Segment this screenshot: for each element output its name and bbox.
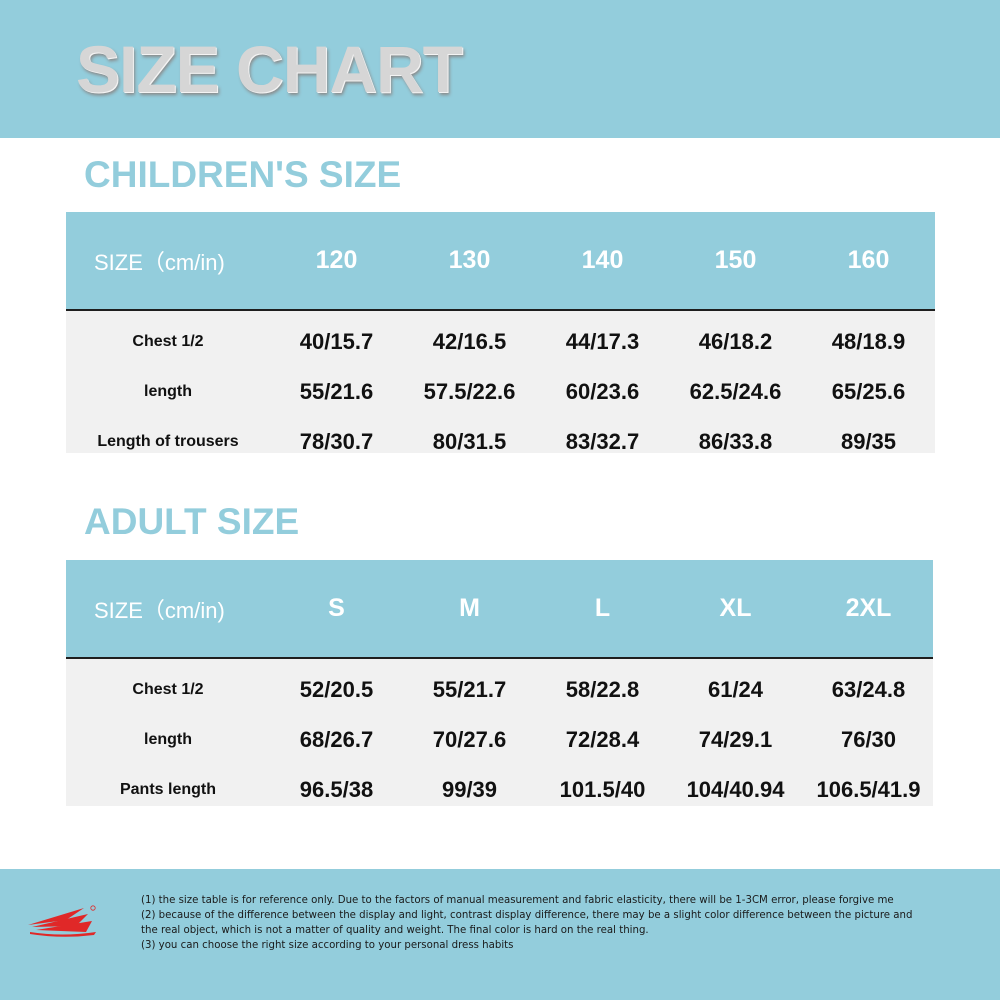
table-cell: 62.5/24.6 — [689, 379, 782, 404]
table-cell: 106.5/41.9 — [816, 777, 921, 802]
table-cell: 72/28.4 — [565, 727, 640, 752]
table-cell: 63/24.8 — [831, 677, 906, 702]
table-cell: 44/17.3 — [565, 329, 640, 354]
top-banner — [0, 0, 1000, 138]
table-cell: 40/15.7 — [299, 329, 374, 354]
size-column-header: 120 — [315, 246, 358, 274]
table-row: length 68/26.7 70/27.6 72/28.4 74/29.1 7… — [66, 715, 933, 765]
adult-table-body: Chest 1/2 52/20.5 55/21.7 58/22.8 61/24 … — [66, 659, 933, 806]
table-cell: 55/21.7 — [432, 677, 507, 702]
children-size-table: SIZE（cm/in) 120 130 140 150 160 Chest 1/… — [66, 212, 935, 454]
size-column-header: 160 — [847, 246, 890, 274]
table-cell: 101.5/40 — [559, 777, 646, 802]
size-column-header: 2XL — [845, 594, 892, 622]
size-column-header: XL — [719, 594, 752, 622]
note-line: (3) you can choose the right size accord… — [141, 940, 514, 951]
table-cell: 83/32.7 — [565, 429, 640, 454]
size-column-header: L — [594, 594, 611, 622]
row-label: Length of trousers — [97, 433, 239, 450]
size-column-header: 150 — [714, 246, 757, 274]
children-section-title: CHILDREN'S SIZE — [84, 154, 402, 195]
note-line: (1) the size table is for reference only… — [141, 895, 894, 906]
footer-banner — [0, 869, 1000, 1000]
table-cell: 60/23.6 — [565, 379, 640, 404]
table-cell: 74/29.1 — [698, 727, 773, 752]
table-cell: 96.5/38 — [299, 777, 374, 802]
red-wing-logo-icon — [28, 905, 96, 937]
page-title: SIZE CHART — [76, 32, 463, 106]
adult-section-title: ADULT SIZE — [84, 501, 300, 542]
size-column-header: 130 — [448, 246, 491, 274]
size-column-header: S — [328, 594, 345, 622]
table-cell: 80/31.5 — [432, 429, 507, 454]
table-cell: 76/30 — [840, 727, 897, 752]
table-cell: 61/24 — [707, 677, 764, 702]
row-label: Pants length — [119, 781, 216, 798]
table-cell: 57.5/22.6 — [423, 379, 516, 404]
table-row: Pants length 96.5/38 99/39 101.5/40 104/… — [66, 765, 933, 815]
table-cell: 58/22.8 — [565, 677, 640, 702]
table-cell: 104/40.94 — [686, 777, 785, 802]
table-cell: 46/18.2 — [698, 329, 773, 354]
row-label: length — [144, 383, 192, 400]
size-unit-label: SIZE（cm/in) — [94, 249, 225, 275]
footer-notes: (1) the size table is for reference only… — [141, 893, 961, 953]
table-cell: 48/18.9 — [831, 329, 906, 354]
size-unit-label: SIZE（cm/in) — [94, 597, 225, 623]
table-cell: 86/33.8 — [698, 429, 773, 454]
children-table-header: SIZE（cm/in) 120 130 140 150 160 — [66, 212, 935, 311]
size-column-header: M — [459, 594, 480, 622]
table-cell: 65/25.6 — [831, 379, 906, 404]
table-cell: 78/30.7 — [299, 429, 374, 454]
table-cell: 52/20.5 — [299, 677, 374, 702]
table-cell: 70/27.6 — [432, 727, 507, 752]
children-table-body: Chest 1/2 40/15.7 42/16.5 44/17.3 46/18.… — [66, 311, 935, 454]
table-cell: 42/16.5 — [432, 329, 507, 354]
table-cell: 89/35 — [840, 429, 897, 454]
table-row: Chest 1/2 40/15.7 42/16.5 44/17.3 46/18.… — [66, 317, 935, 367]
adult-table-header: SIZE（cm/in) S M L XL 2XL — [66, 560, 933, 659]
note-line: the real object, which is not a matter o… — [141, 925, 649, 936]
adult-size-table: SIZE（cm/in) S M L XL 2XL Chest 1/2 52/20… — [66, 560, 933, 806]
row-label: Chest 1/2 — [132, 333, 204, 350]
note-line: (2) because of the difference between th… — [141, 910, 913, 921]
table-cell: 99/39 — [441, 777, 498, 802]
table-row: length 55/21.6 57.5/22.6 60/23.6 62.5/24… — [66, 367, 935, 417]
table-row: Chest 1/2 52/20.5 55/21.7 58/22.8 61/24 … — [66, 665, 933, 715]
size-column-header: 140 — [581, 246, 624, 274]
row-label: Chest 1/2 — [132, 681, 204, 698]
row-label: length — [144, 731, 192, 748]
table-cell: 68/26.7 — [299, 727, 374, 752]
table-row: Length of trousers 78/30.7 80/31.5 83/32… — [66, 417, 935, 467]
table-cell: 55/21.6 — [299, 379, 374, 404]
